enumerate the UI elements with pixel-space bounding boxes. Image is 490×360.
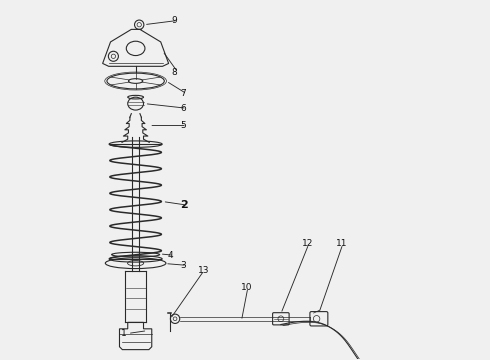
Text: 1: 1 xyxy=(122,329,127,338)
Text: 4: 4 xyxy=(168,251,173,260)
Text: 12: 12 xyxy=(302,239,314,248)
Text: 7: 7 xyxy=(180,89,186,98)
Text: 10: 10 xyxy=(242,283,253,292)
Text: 8: 8 xyxy=(172,68,177,77)
Text: 5: 5 xyxy=(180,121,186,130)
Text: 6: 6 xyxy=(180,104,186,113)
Text: 9: 9 xyxy=(172,16,177,25)
Text: 13: 13 xyxy=(197,266,209,275)
Text: 2: 2 xyxy=(180,200,188,210)
Text: 3: 3 xyxy=(180,261,186,270)
Text: 11: 11 xyxy=(337,239,348,248)
